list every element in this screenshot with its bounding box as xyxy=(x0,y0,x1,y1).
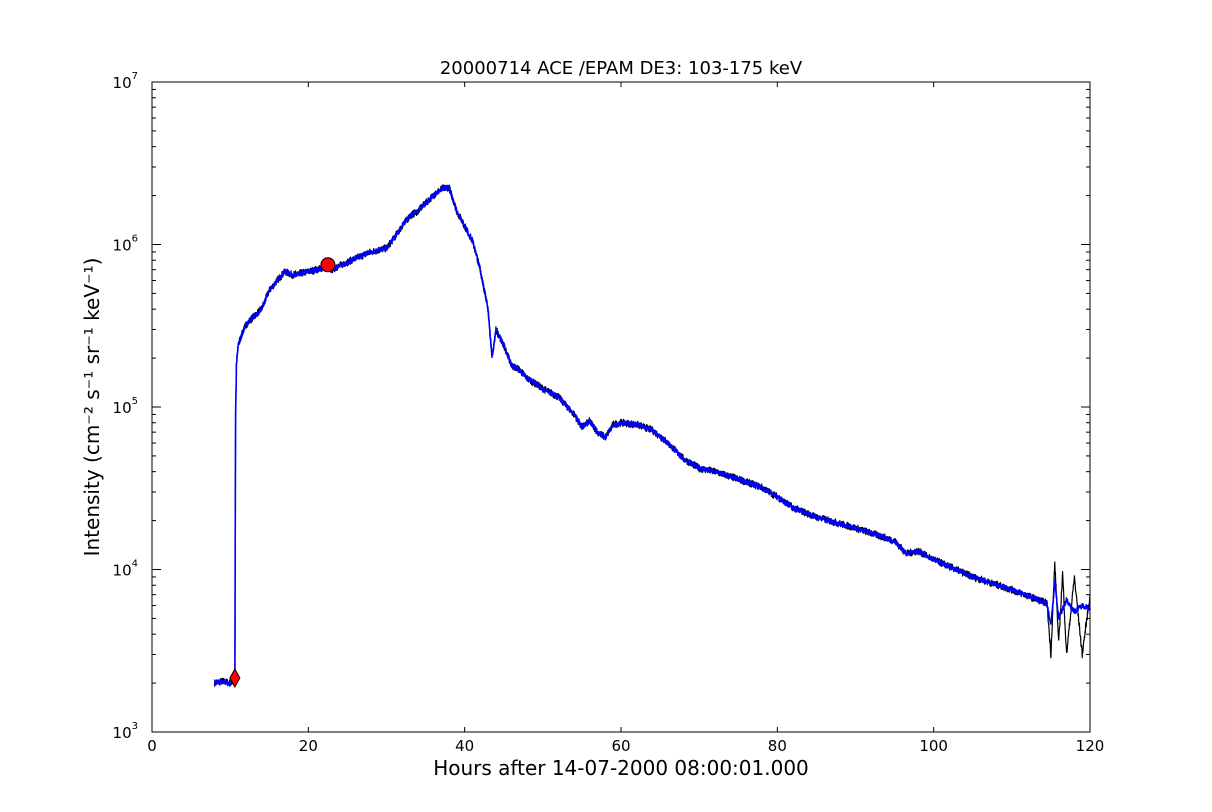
circle-marker xyxy=(320,257,336,273)
x-tick-label: 100 xyxy=(919,737,948,755)
x-tick-label: 80 xyxy=(768,737,787,755)
smoothed-data-line xyxy=(213,184,1091,687)
chart-title: 20000714 ACE /EPAM DE3: 103-175 keV xyxy=(440,58,803,79)
plot-area xyxy=(213,184,1091,689)
x-axis: 0 20 40 60 80 100 120 xyxy=(147,82,1104,755)
diamond-marker xyxy=(229,667,241,689)
x-axis-title: Hours after 14-07-2000 08:00:01.000 xyxy=(433,756,809,780)
x-tick-label: 120 xyxy=(1076,737,1105,755)
x-tick-label: 20 xyxy=(299,737,318,755)
x-tick-label: 0 xyxy=(147,737,157,755)
x-tick-label: 40 xyxy=(455,737,474,755)
y-axis-title: Intensity (cm⁻² s⁻¹ sr⁻¹ keV⁻¹) xyxy=(80,258,104,557)
x-tick-label: 60 xyxy=(611,737,630,755)
y-minor-ticks xyxy=(152,88,1090,684)
